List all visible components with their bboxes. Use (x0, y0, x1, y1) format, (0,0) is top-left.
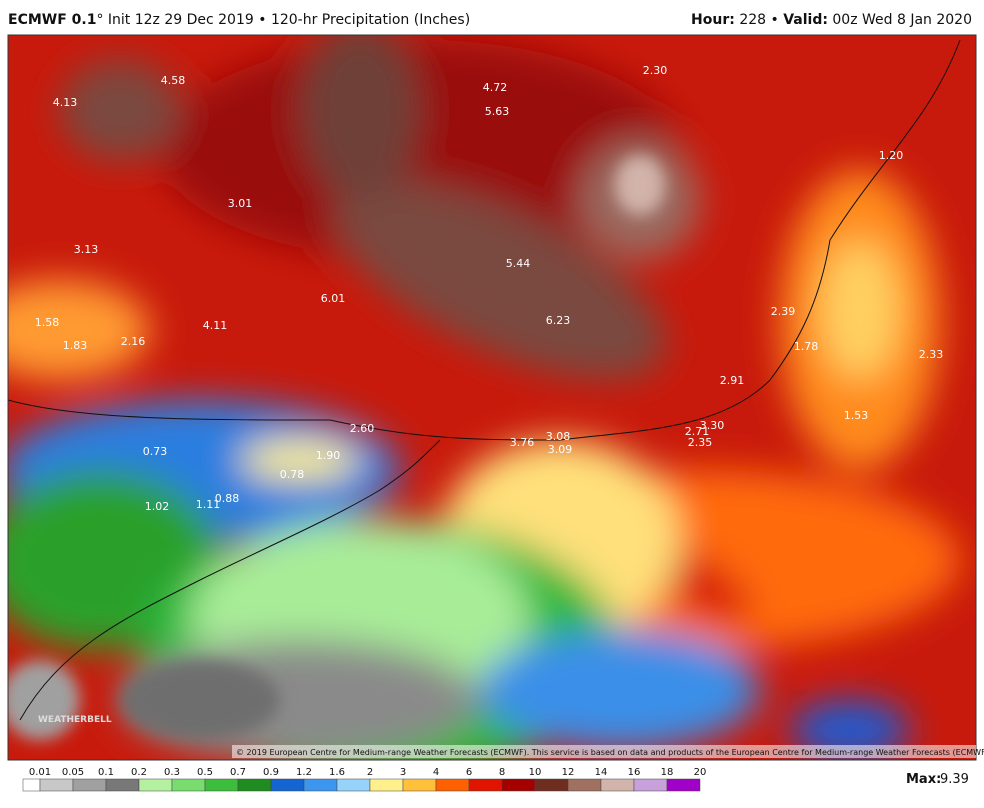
point-value: 2.71 (685, 425, 710, 438)
colorbar-tick-label: 14 (595, 767, 608, 778)
colorbar-tick-label: 2 (367, 767, 373, 778)
point-value: 2.39 (771, 305, 796, 318)
colorbar-tick-label: 8 (499, 767, 505, 778)
colorbar-tick-label: 0.3 (164, 767, 180, 778)
colorbar-swatch (105, 778, 140, 792)
precip-field (8, 35, 976, 760)
colorbar-tick-label: 18 (661, 767, 674, 778)
colorbar-swatch (501, 778, 536, 792)
max-label: Max: (906, 772, 941, 787)
colorbar-swatch (666, 778, 701, 792)
point-value: 3.01 (228, 197, 253, 210)
colorbar-tick-label: 1.2 (296, 767, 312, 778)
colorbar-swatch (204, 778, 239, 792)
valid-info: Hour: 228 • Valid: 00z Wed 8 Jan 2020 (691, 12, 972, 28)
point-value: 1.83 (63, 339, 88, 352)
point-value: 0.73 (143, 445, 168, 458)
copyright-bg (232, 745, 976, 758)
point-value: 3.76 (510, 436, 535, 449)
colorbar-swatch (237, 778, 272, 792)
point-value: 5.63 (485, 105, 510, 118)
colorbar-tick-label: 0.9 (263, 767, 279, 778)
colorbar-swatch (303, 778, 338, 792)
point-value: 2.60 (350, 422, 375, 435)
colorbar-swatch (600, 778, 635, 792)
copyright: © 2019 European Centre for Medium-range … (236, 748, 984, 757)
point-value: 4.11 (203, 319, 228, 332)
colorbar-swatch (270, 778, 305, 792)
point-value: 2.16 (121, 335, 146, 348)
colorbar-tick-label: 10 (529, 767, 542, 778)
point-value: 1.11 (196, 498, 221, 511)
watermark: WEATHERBELL (38, 715, 112, 725)
model: ECMWF 0.1 (8, 12, 97, 28)
point-value: 1.90 (316, 449, 341, 462)
colorbar-swatch (567, 778, 602, 792)
colorbar-swatch (435, 778, 470, 792)
colorbar-swatch (336, 778, 371, 792)
point-value: 1.58 (35, 316, 60, 329)
point-value: 1.02 (145, 500, 170, 513)
point-value: 2.35 (688, 436, 713, 449)
colorbar-swatch (402, 778, 437, 792)
title: ECMWF 0.1° Init 12z 29 Dec 2019 • 120-hr… (8, 12, 470, 28)
point-value: 0.88 (215, 492, 240, 505)
point-value: 5.44 (506, 257, 531, 270)
point-value: 1.20 (879, 149, 904, 162)
point-value: 2.30 (643, 64, 668, 77)
colorbar-tick-label: 0.01 (29, 767, 51, 778)
colorbar-tick-label: 3 (400, 767, 406, 778)
point-value: 3.13 (74, 243, 99, 256)
colorbar-tick-label: 0.7 (230, 767, 246, 778)
point-value: 2.91 (720, 374, 745, 387)
colorbar-tick-label: 1.6 (329, 767, 345, 778)
colorbar-swatch (39, 778, 74, 792)
colorbar-tick-label: 6 (466, 767, 472, 778)
colorbar-swatch (534, 778, 569, 792)
colorbar-swatch (72, 778, 107, 792)
max-value: 9.39 (940, 772, 969, 787)
map-frame (7, 34, 977, 761)
colorbar-swatch (633, 778, 668, 792)
point-value: 1.53 (844, 409, 869, 422)
point-value: 4.58 (161, 74, 186, 87)
valid: 00z Wed 8 Jan 2020 (832, 12, 972, 28)
colorbar-swatch (138, 778, 173, 792)
title-rest: ° Init 12z 29 Dec 2019 • 120-hr Precipit… (96, 12, 471, 28)
point-value: 1.78 (794, 340, 819, 353)
point-value: 6.01 (321, 292, 346, 305)
colorbar-swatch (22, 778, 41, 792)
point-value: 4.13 (53, 96, 78, 109)
colorbar-tick-label: 16 (628, 767, 641, 778)
colorbar-swatch (171, 778, 206, 792)
hour-label: Hour: (691, 12, 735, 28)
point-value: 4.72 (483, 81, 508, 94)
colorbar-tick-label: 0.1 (98, 767, 114, 778)
point-value: 6.23 (546, 314, 571, 327)
colorbar-tick-label: 0.5 (197, 767, 213, 778)
colorbar-tick-label: 0.2 (131, 767, 147, 778)
colorbar-swatch (468, 778, 503, 792)
point-value: 2.33 (919, 348, 944, 361)
point-value: 0.78 (280, 468, 305, 481)
colorbar-tick-label: 20 (694, 767, 707, 778)
colorbar-tick-label: 0.05 (62, 767, 84, 778)
colorbar-tick-label: 12 (562, 767, 575, 778)
colorbar-tick-label: 4 (433, 767, 439, 778)
valid-label: Valid: (783, 12, 828, 28)
point-value: 3.08 (546, 430, 571, 443)
point-value: 3.09 (548, 443, 573, 456)
colorbar-swatch (369, 778, 404, 792)
point-value: 3.30 (700, 419, 725, 432)
hour: 228 • (739, 12, 779, 28)
